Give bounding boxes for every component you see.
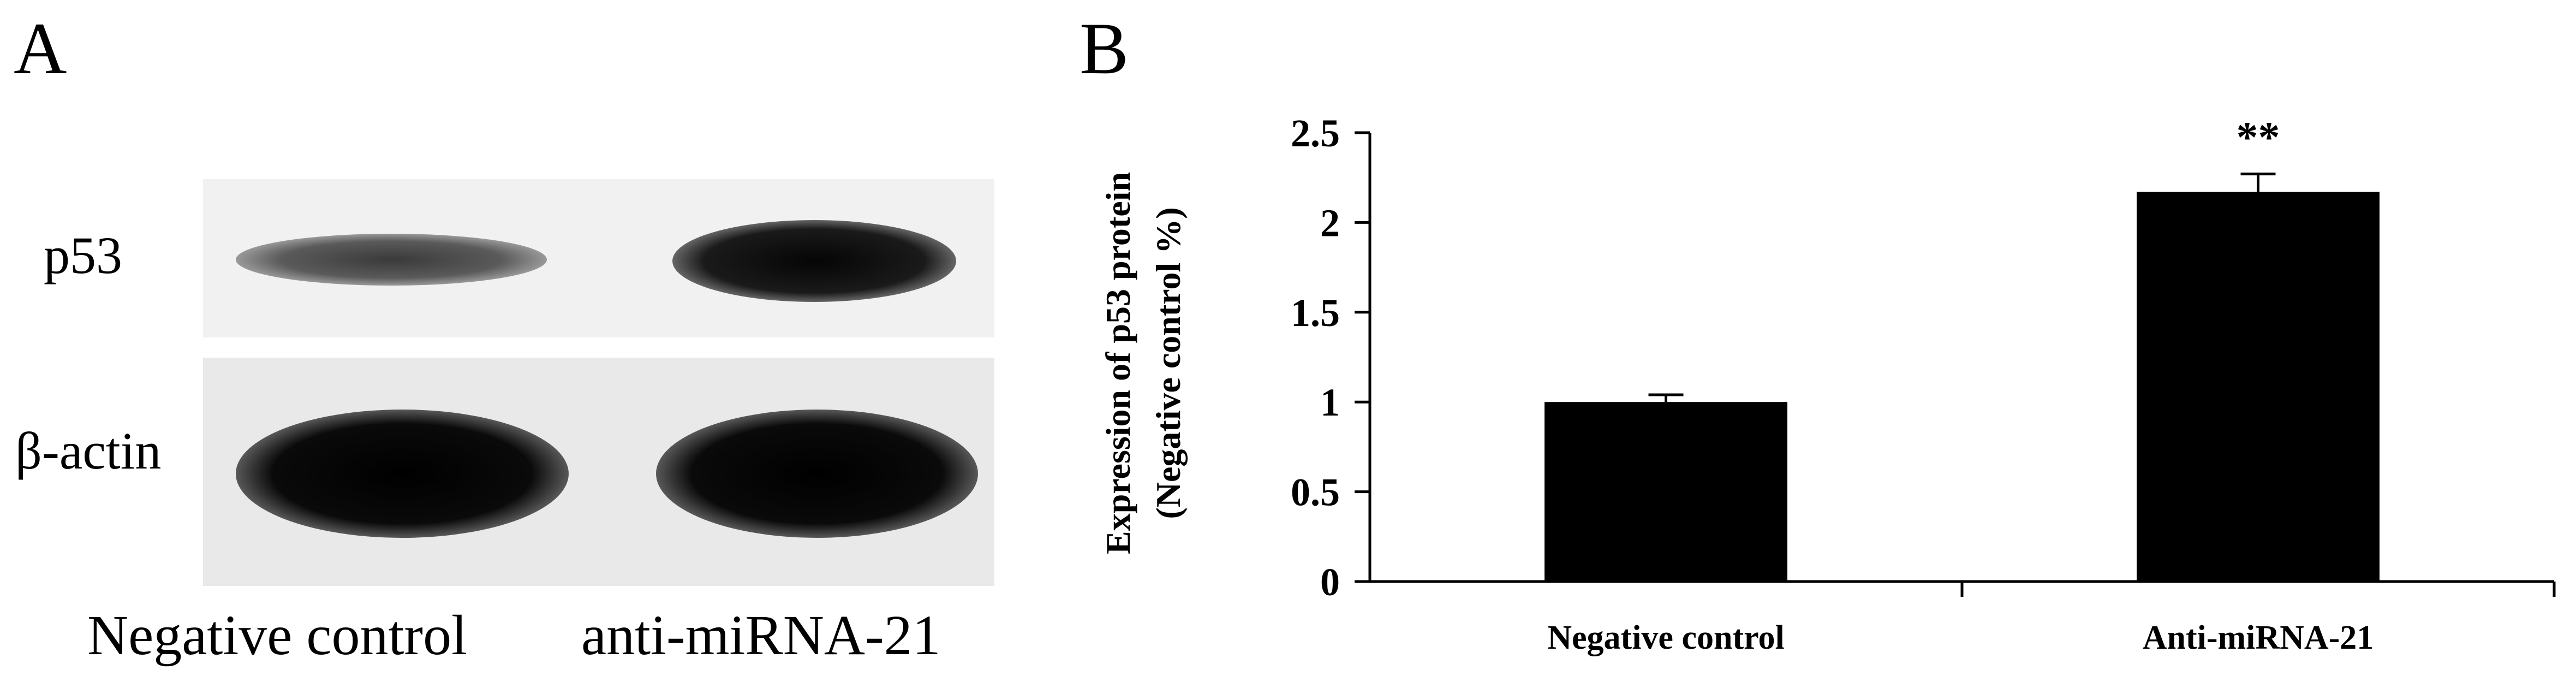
x-category-label-1: Anti-miRNA-21 <box>2143 619 2374 656</box>
actin-band-negative-control <box>236 410 569 538</box>
significance-label-1: ** <box>2237 114 2280 162</box>
y-axis-label: Expression of p53 protein (Negative contr… <box>1099 172 1188 554</box>
row-label-p53: p53 <box>44 226 122 284</box>
y-tick-label-0: 0 <box>1320 560 1340 604</box>
bar-1 <box>2137 192 2380 582</box>
panel-a-letter: A <box>14 8 67 90</box>
p53-blot <box>203 179 994 337</box>
y-tick-label-4: 2 <box>1320 201 1340 245</box>
y-axis-label-line-1: (Negative control %) <box>1149 207 1188 519</box>
y-tick-label-5: 2.5 <box>1291 111 1340 155</box>
p53-band-anti-mirna-21 <box>672 220 956 302</box>
lane-label-anti-mirna-21: anti-miRNA-21 <box>581 604 941 667</box>
y-axis-label-line-0: Expression of p53 protein <box>1099 172 1137 554</box>
y-tick-label-1: 0.5 <box>1291 471 1340 514</box>
p53-band-negative-control <box>236 234 547 286</box>
beta-actin-blot <box>203 358 994 586</box>
row-label-beta-actin: β-actin <box>15 422 162 480</box>
y-tick-label-2: 1 <box>1320 381 1340 424</box>
y-tick-label-3: 1.5 <box>1291 291 1340 335</box>
bar-0 <box>1545 402 1787 582</box>
actin-band-anti-mirna-21 <box>656 410 978 538</box>
x-category-label-0: Negative control <box>1547 619 1784 656</box>
panel-b-letter: B <box>1080 8 1129 90</box>
lane-label-negative-control: Negative control <box>87 604 467 667</box>
